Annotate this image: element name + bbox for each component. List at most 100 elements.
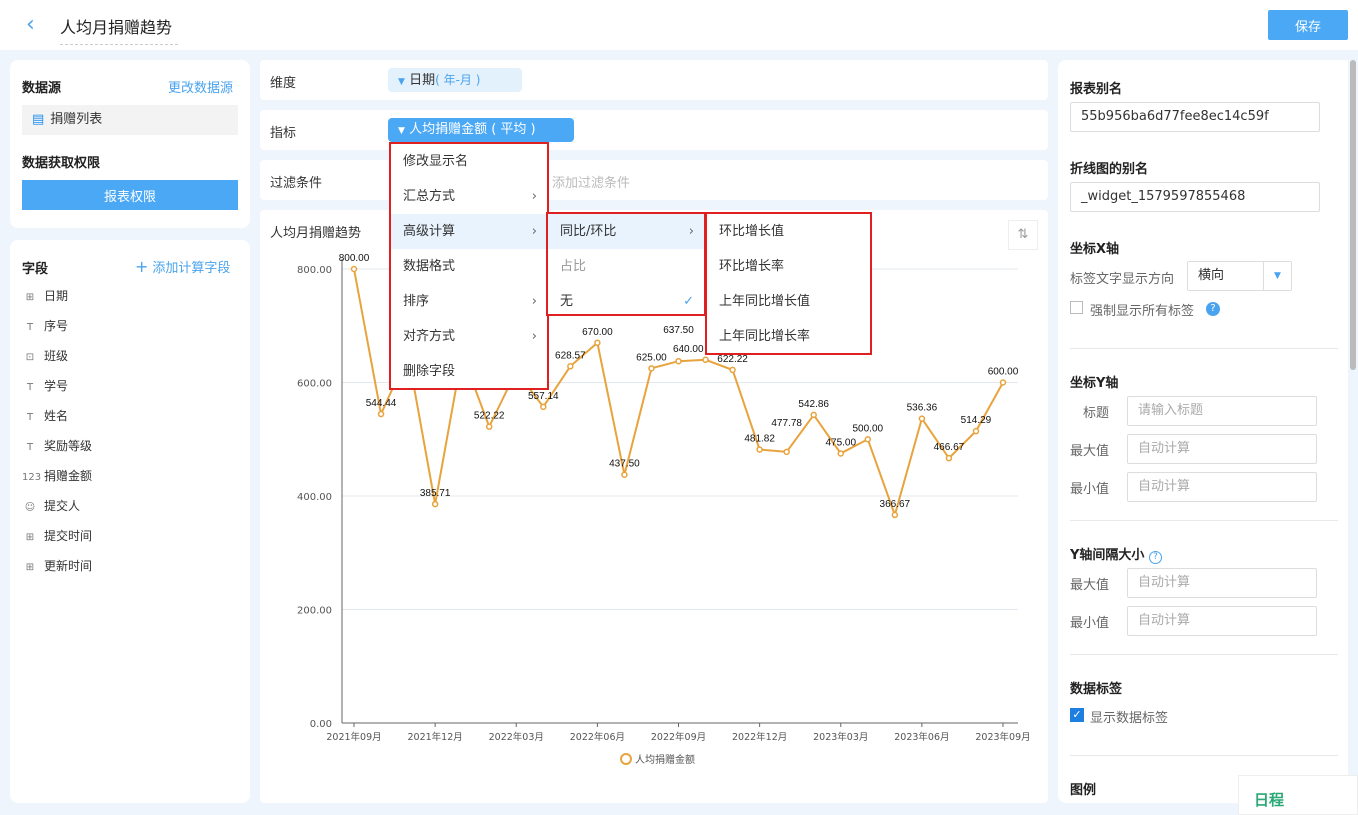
- menu-item[interactable]: 修改显示名: [391, 144, 547, 179]
- field-label: 姓名: [44, 409, 69, 423]
- report-alias-input[interactable]: 55b956ba6d77fee8ec14c59f: [1070, 102, 1320, 132]
- datasource-table[interactable]: ▤ 捐赠列表: [22, 105, 238, 135]
- menu-item[interactable]: 对齐方式 ›: [391, 319, 547, 354]
- menu-item-label: 占比: [560, 259, 587, 274]
- menu-item[interactable]: 排序 ›: [391, 284, 547, 319]
- add-calc-field-label: 添加计算字段: [152, 261, 231, 276]
- menu-item-label: 同比/环比: [560, 224, 617, 239]
- menu-item[interactable]: 汇总方式 ›: [391, 179, 547, 214]
- data-point: [999, 379, 1007, 386]
- data-label: 544.44: [366, 398, 397, 409]
- legend-section-label: 图例: [1070, 783, 1097, 798]
- data-label: 542.86: [798, 399, 829, 410]
- date-icon: ⊞: [25, 562, 35, 573]
- number-icon: 123: [22, 472, 42, 483]
- show-datalabel-label: 显示数据标签: [1090, 711, 1169, 726]
- show-datalabel-checkbox[interactable]: ✓: [1070, 708, 1084, 722]
- data-label: 640.00: [673, 344, 704, 355]
- menu-item[interactable]: 同比/环比 ›: [548, 214, 704, 249]
- dimension-pill[interactable]: ▼ 日期( 年-月 ): [388, 68, 522, 92]
- yaxis-min-input[interactable]: 自动计算: [1127, 472, 1317, 502]
- field-item[interactable]: ⊞ 更新时间: [22, 557, 92, 574]
- x-tick-label: 2023年06月: [894, 731, 949, 743]
- check-icon: ✓: [683, 294, 694, 309]
- filter-row: 过滤条件 添加过滤条件: [260, 160, 1048, 200]
- page-title[interactable]: 人均月捐赠趋势: [60, 14, 178, 45]
- chart-alias-input[interactable]: _widget_1579597855468: [1070, 182, 1320, 212]
- field-item[interactable]: ⊡ 班级: [22, 347, 68, 364]
- divider: [1070, 348, 1338, 349]
- date-icon: ⊞: [25, 292, 35, 303]
- field-item[interactable]: T 姓名: [22, 407, 68, 424]
- data-point: [783, 448, 790, 456]
- menu-item[interactable]: 无 ✓: [548, 284, 704, 319]
- menu-item[interactable]: 环比增长值: [707, 214, 870, 249]
- select-icon: ⊡: [25, 352, 35, 363]
- field-item[interactable]: ⊞ 提交时间: [22, 527, 92, 544]
- table-name: 捐赠列表: [50, 112, 103, 127]
- data-label: 600.00: [988, 367, 1019, 378]
- field-item[interactable]: T 奖励等级: [22, 437, 92, 454]
- menu-item[interactable]: 删除字段: [391, 354, 547, 389]
- yaxis-title-label: 标题: [1083, 406, 1110, 421]
- metric-pill[interactable]: ▼ 人均捐赠金额 ( 平均 ): [388, 118, 574, 142]
- field-item[interactable]: ☺ 提交人: [22, 497, 80, 514]
- yoy-mom-submenu: 环比增长值 环比增长率 上年同比增长值上年同比增长率: [705, 212, 872, 355]
- field-item[interactable]: T 序号: [22, 317, 68, 334]
- caret-down-icon: ▼: [1263, 262, 1291, 290]
- datasource-label: 数据源: [22, 81, 62, 96]
- field-item[interactable]: 123 捐赠金额: [22, 467, 92, 484]
- menu-item[interactable]: 环比增长率: [707, 249, 870, 284]
- label-direction-select[interactable]: 横向 ▼: [1187, 261, 1292, 291]
- x-tick-label: 2022年06月: [570, 731, 625, 743]
- label-direction-value: 横向: [1198, 268, 1225, 283]
- data-point: [621, 471, 628, 478]
- force-labels-checkbox[interactable]: [1070, 301, 1083, 314]
- x-tick-label: 2022年12月: [732, 731, 787, 743]
- data-label: 637.50: [663, 325, 694, 336]
- chevron-right-icon: ›: [688, 224, 694, 239]
- data-label: 481.82: [744, 434, 775, 445]
- menu-item[interactable]: 高级计算 ›: [391, 214, 547, 249]
- save-button[interactable]: 保存: [1268, 10, 1348, 40]
- data-point: [377, 410, 385, 418]
- data-label: 475.00: [825, 437, 856, 448]
- yaxis-max-input[interactable]: 自动计算: [1127, 434, 1317, 464]
- help-icon[interactable]: ?: [1206, 302, 1220, 316]
- data-point: [350, 265, 358, 273]
- menu-item-label: 修改显示名: [403, 154, 469, 169]
- data-point: [756, 446, 763, 453]
- field-item[interactable]: T 学号: [22, 377, 68, 394]
- schedule-tab[interactable]: 日程: [1238, 775, 1358, 815]
- scrollbar[interactable]: [1350, 60, 1356, 370]
- report-permission-button[interactable]: 报表权限: [22, 180, 238, 210]
- y-tick-label: 200.00: [297, 606, 332, 617]
- document-icon: ▤: [32, 112, 45, 127]
- field-label: 序号: [44, 319, 69, 333]
- sort-toggle-icon[interactable]: ⇅: [1008, 220, 1038, 250]
- interval-min-input[interactable]: 自动计算: [1127, 606, 1317, 636]
- x-tick-label: 2022年09月: [651, 731, 706, 743]
- add-filter-button[interactable]: 添加过滤条件: [552, 176, 631, 191]
- x-tick-label: 2023年03月: [813, 731, 868, 743]
- yaxis-title-input[interactable]: 请输入标题: [1127, 396, 1317, 426]
- user-icon: ☺: [24, 502, 36, 513]
- menu-item[interactable]: 占比: [548, 249, 704, 284]
- add-calc-field-button[interactable]: + 添加计算字段: [135, 257, 230, 276]
- interval-max-input[interactable]: 自动计算: [1127, 568, 1317, 598]
- x-tick-label: 2021年09月: [326, 731, 381, 743]
- menu-item[interactable]: 数据格式: [391, 249, 547, 284]
- back-icon[interactable]: ‹: [26, 12, 35, 37]
- advanced-calc-submenu: 同比/环比 › 占比无 ✓: [546, 212, 706, 316]
- date-icon: ⊞: [25, 532, 35, 543]
- menu-item[interactable]: 上年同比增长值: [707, 284, 870, 319]
- data-label: 622.22: [717, 354, 748, 365]
- menu-item[interactable]: 上年同比增长率: [707, 319, 870, 354]
- help-icon[interactable]: ?: [1148, 551, 1162, 564]
- field-item[interactable]: ⊞ 日期: [22, 287, 68, 304]
- menu-item-label: 上年同比增长率: [719, 329, 811, 344]
- fields-label: 字段: [22, 262, 49, 277]
- y-tick-label: 0.00: [310, 719, 332, 730]
- filter-label: 过滤条件: [270, 176, 323, 191]
- change-datasource-link[interactable]: 更改数据源: [168, 81, 234, 96]
